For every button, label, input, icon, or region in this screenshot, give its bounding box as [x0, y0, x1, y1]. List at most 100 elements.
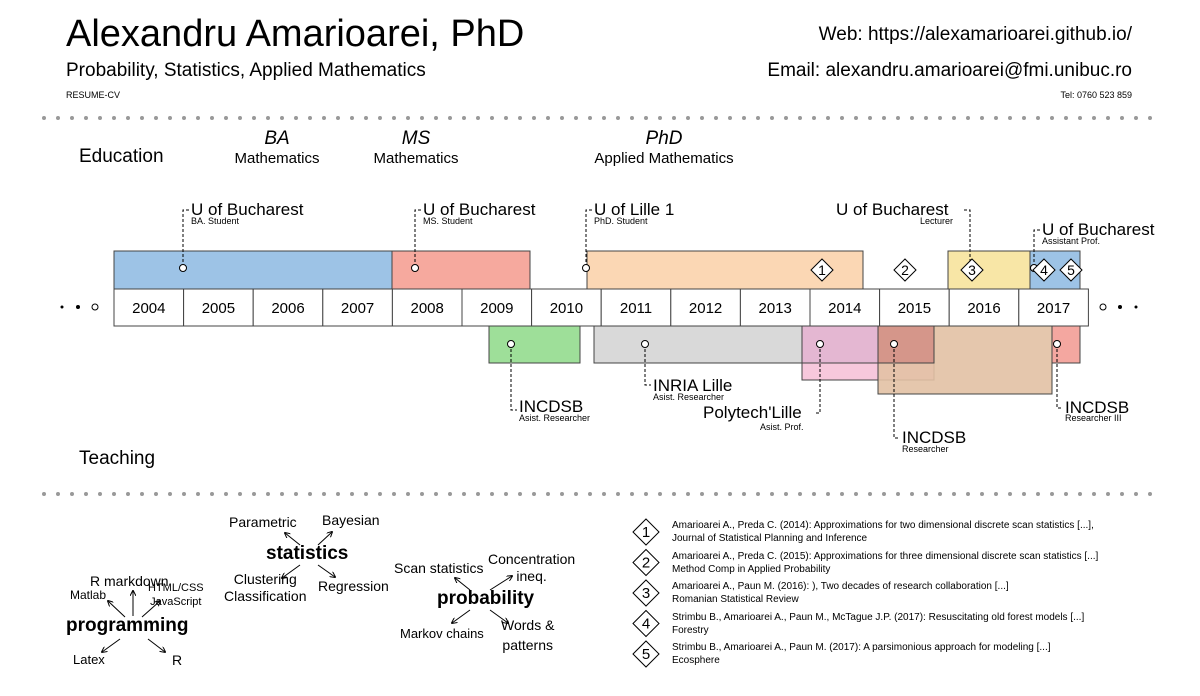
- axis-dot: [91, 303, 99, 311]
- web-link[interactable]: Web: https://alexamarioarei.github.io/: [818, 24, 1132, 45]
- skill-item: Matlab: [70, 588, 107, 602]
- publication-diamond-number: 1: [642, 524, 650, 541]
- timeline-diamond-number: 3: [968, 262, 976, 278]
- resume-label: RESUME-CV: [66, 90, 121, 100]
- bar-overlap: [877, 325, 935, 364]
- skill-arrow: [489, 576, 512, 591]
- publication-journal: Romanian Statistical Review: [672, 594, 799, 605]
- skill-item: R: [172, 652, 183, 668]
- degree-phd: PhD Applied Mathematics: [580, 128, 748, 168]
- axis-dot: [1099, 303, 1107, 311]
- edu-role: PhD. Student: [594, 216, 648, 226]
- teaching-label: Teaching: [79, 448, 156, 469]
- year-cell: [600, 288, 672, 327]
- year-cell: [322, 288, 393, 327]
- anchor-dot: [641, 340, 649, 348]
- leader-line: [1056, 344, 1063, 409]
- year-label: 2011: [620, 300, 652, 317]
- skill-item: Concentration ineq.: [488, 551, 576, 584]
- skill-arrow: [317, 564, 335, 577]
- degree-ba: BA Mathematics: [222, 128, 332, 168]
- skill-arrow: [282, 564, 301, 578]
- timeline-publication-markers: 1 2 3 4 5: [810, 258, 1083, 282]
- leader-line: [893, 344, 900, 439]
- year-cell: [948, 288, 1020, 327]
- edu-role: Lecturer: [920, 216, 954, 226]
- phone-number: Tel: 0760 523 859: [1060, 90, 1132, 100]
- year-cell: [809, 288, 881, 327]
- skill-arrow: [455, 578, 471, 591]
- year-label: 2014: [828, 300, 861, 317]
- work-institution: Polytech'Lille: [703, 403, 802, 422]
- publication-diamond: [632, 548, 660, 577]
- year-label: 2005: [202, 300, 235, 317]
- leader-line: [814, 344, 821, 414]
- degree-field: Mathematics: [234, 150, 320, 167]
- skill-item: Latex: [73, 652, 105, 667]
- publication-journal: Ecosphere: [672, 655, 720, 666]
- anchor-dot: [1053, 340, 1061, 348]
- bar-ms: [391, 250, 531, 290]
- anchor-dot: [507, 340, 515, 348]
- edu-role: BA. Student: [191, 216, 240, 226]
- edu-institution: U of Bucharest: [836, 200, 949, 219]
- skill-arrow: [285, 533, 301, 546]
- skill-item: R markdown: [90, 573, 169, 589]
- degree-field: Applied Mathematics: [594, 150, 734, 167]
- skill-arrow: [108, 601, 126, 618]
- year-label: 2007: [341, 300, 374, 317]
- leader-line: [964, 209, 971, 268]
- leader-line: [182, 209, 189, 268]
- anchor-dot: [582, 264, 590, 272]
- publication-journal: Method Comp in Applied Probability: [672, 563, 831, 575]
- edu-institution: U of Bucharest: [423, 200, 536, 219]
- skill-arrow: [489, 609, 508, 623]
- year-label: 2017: [1037, 300, 1070, 317]
- skill-arrow: [102, 638, 121, 652]
- skill-group-statistics: statistics: [266, 543, 349, 564]
- bar-incdsb1: [488, 325, 581, 364]
- skill-arrow: [452, 609, 471, 623]
- work-institution: INCDSB: [902, 428, 967, 447]
- email-link[interactable]: Email: alexandru.amarioarei@fmi.unibuc.r…: [767, 60, 1132, 81]
- bar-ba: [113, 250, 393, 290]
- year-cell: [739, 288, 811, 327]
- timeline-diamond-number: 4: [1040, 262, 1048, 278]
- timeline-diamond-number: 2: [901, 262, 909, 278]
- publication-journal: Forestry: [672, 624, 709, 636]
- work-role: Asist. Prof.: [760, 422, 804, 432]
- publication-diamond-number: 3: [642, 585, 650, 602]
- year-label: 2015: [898, 300, 931, 317]
- resume-subtitle: Probability, Statistics, Applied Mathema…: [66, 60, 426, 81]
- anchor-dot: [411, 264, 419, 272]
- edu-role: MS. Student: [423, 216, 473, 226]
- timeline-diamond-number: 5: [1067, 262, 1075, 278]
- edu-institution: U of Bucharest: [191, 200, 304, 219]
- publication-diamond: [632, 640, 660, 668]
- degree-title: MS: [401, 128, 431, 149]
- publication-citation: Amarioarei A., Paun M. (2016): ), Two de…: [672, 581, 1009, 592]
- publication-journal: Journal of Statistical Planning and Infe…: [672, 533, 868, 544]
- leader-line: [585, 209, 592, 268]
- anchor-dot: [890, 340, 898, 348]
- publication-diamond: [632, 579, 660, 607]
- year-label: 2009: [480, 300, 513, 317]
- publication-citation: Strimbu B., Amarioarei A., Paun M., McTa…: [672, 611, 1085, 623]
- year-axis: 2004 2005 2006 2007 2008 2009 2010 2011 2012 2013…: [113, 288, 1089, 327]
- work-institution: INRIA Lille: [653, 376, 733, 395]
- edu-institution: U of Lille 1: [594, 200, 675, 219]
- year-label: 2013: [759, 300, 792, 317]
- work-institution: INCDSB: [1065, 398, 1130, 417]
- year-label: 2012: [689, 300, 722, 317]
- year-label: 2016: [967, 300, 1000, 317]
- publication-diamond-number: 5: [642, 646, 650, 663]
- skill-item: Markov chains: [400, 626, 484, 641]
- axis-dot: [60, 305, 64, 309]
- work-role: Asist. Researcher: [653, 392, 725, 402]
- education-label: Education: [79, 146, 164, 167]
- axis-dot: [1134, 305, 1138, 309]
- publication-diamond-number: 4: [642, 616, 650, 633]
- timeline-diamond-number: 1: [818, 262, 826, 278]
- skill-group-programming: programming: [66, 615, 189, 636]
